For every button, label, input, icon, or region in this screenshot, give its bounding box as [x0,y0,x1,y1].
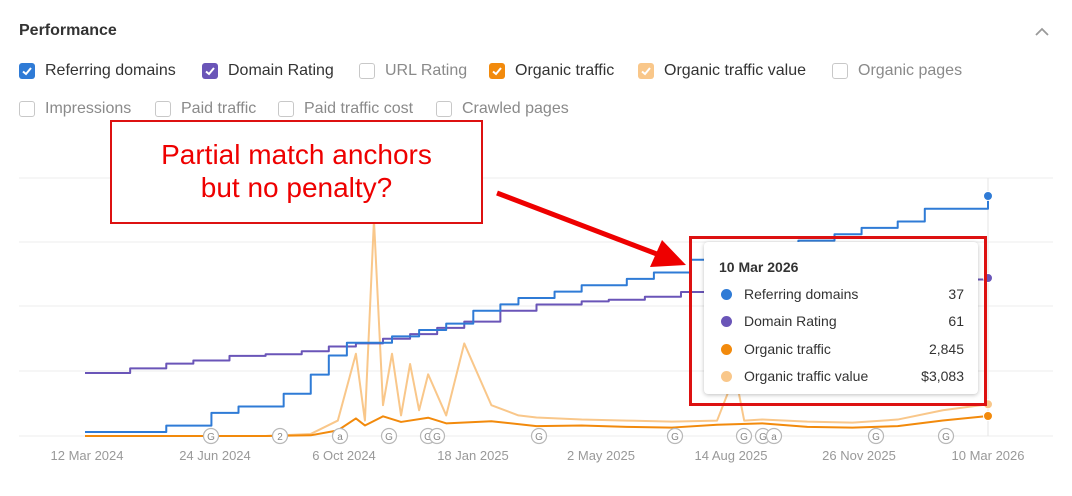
checkbox-label: Crawled pages [462,100,569,117]
event-marker-icon: G [380,427,398,445]
checkbox-impressions[interactable]: Impressions [19,100,131,118]
checkbox-label: Paid traffic [181,100,257,117]
tooltip-row-name: Domain Rating [744,313,837,329]
svg-text:a: a [771,432,777,443]
event-marker-icon: 2 [271,427,289,445]
x-tick-label: 26 Nov 2025 [822,448,896,463]
checkbox-paid-traffic[interactable]: Paid traffic [155,100,256,118]
checkbox-label: URL Rating [385,62,468,79]
checkbox-crawled-pages[interactable]: Crawled pages [436,100,569,118]
svg-text:G: G [872,432,880,443]
checkbox-organic-traffic[interactable]: Organic traffic [489,62,614,80]
tooltip-row: Domain Rating 61 [719,313,964,333]
checkbox-organic-traffic-value[interactable]: Organic traffic value [638,62,806,80]
series-endpoint [983,191,993,201]
checkbox-url-rating[interactable]: URL Rating [359,62,467,80]
series-dot-icon [721,289,732,300]
event-marker-icon: a [331,427,349,445]
event-marker-icon: G [428,427,446,445]
x-tick-label: 6 Oct 2024 [312,448,376,463]
checkbox-label: Organic pages [858,62,963,79]
checkbox-paid-traffic-cost[interactable]: Paid traffic cost [278,100,413,118]
svg-text:G: G [759,432,767,443]
svg-text:G: G [740,432,748,443]
tooltip-row-value: 2,845 [928,341,964,357]
annotation-line-1: Partial match anchors [161,139,432,170]
tooltip-row: Referring domains 37 [719,286,964,306]
event-marker-icon: G [202,427,220,445]
checkbox-label: Organic traffic value [664,62,806,79]
series-line-organic-traffic-value [85,219,989,437]
checkbox-unchecked-icon [832,63,848,79]
checkbox-domain-rating[interactable]: Domain Rating [202,62,334,80]
x-tick-label: 12 Mar 2024 [51,448,124,463]
svg-text:G: G [671,432,679,443]
tooltip-row-name: Organic traffic value [744,368,869,384]
svg-text:G: G [207,432,215,443]
checkbox-checked-icon [638,63,654,79]
x-tick-label: 14 Aug 2025 [694,448,767,463]
annotation-callout: Partial match anchors but no penalty? [110,120,483,224]
checkbox-checked-icon [19,63,35,79]
series-dot-icon [721,316,732,327]
panel-title: Performance [19,22,117,39]
checkbox-organic-pages[interactable]: Organic pages [832,62,962,80]
collapse-chevron-up-icon[interactable] [1032,22,1052,42]
tooltip-row-name: Referring domains [744,286,859,302]
svg-text:G: G [424,432,432,443]
checkbox-unchecked-icon [359,63,375,79]
svg-text:a: a [337,432,343,443]
svg-text:2: 2 [277,432,283,443]
svg-text:G: G [385,432,393,443]
event-marker-icon: G [867,427,885,445]
series-line-organic-traffic [85,415,989,437]
checkbox-label: Organic traffic [515,62,615,79]
checkbox-checked-icon [202,63,218,79]
tooltip-row: Organic traffic value $3,083 [719,368,964,388]
event-marker-icon: a [765,427,783,445]
svg-text:G: G [535,432,543,443]
chart-tooltip: 10 Mar 2026 Referring domains 37 Domain R… [704,242,978,394]
series-endpoint [983,411,993,421]
checkbox-label: Referring domains [45,62,176,79]
svg-text:G: G [942,432,950,443]
svg-text:G: G [433,432,441,443]
x-tick-label: 24 Jun 2024 [179,448,251,463]
checkbox-label: Paid traffic cost [304,100,414,117]
event-marker-icon: G [735,427,753,445]
x-tick-label: 2 May 2025 [567,448,635,463]
tooltip-row-value: 61 [948,313,964,329]
checkbox-checked-icon [489,63,505,79]
series-dot-icon [721,344,732,355]
checkbox-unchecked-icon [19,101,35,117]
tooltip-row: Organic traffic 2,845 [719,341,964,361]
annotation-line-2: but no penalty? [200,172,393,203]
checkbox-unchecked-icon [155,101,171,117]
event-marker-icon: G [937,427,955,445]
checkbox-unchecked-icon [436,101,452,117]
checkbox-unchecked-icon [278,101,294,117]
tooltip-row-name: Organic traffic [744,341,831,357]
event-marker-icon: G [530,427,548,445]
checkbox-label: Domain Rating [228,62,334,79]
x-tick-label: 10 Mar 2026 [952,448,1025,463]
event-marker-icon: G [666,427,684,445]
tooltip-highlight-frame [689,236,987,406]
tooltip-date: 10 Mar 2026 [719,259,799,275]
tooltip-row-value: 37 [948,286,964,302]
checkbox-referring-domains[interactable]: Referring domains [19,62,176,80]
checkbox-label: Impressions [45,100,132,117]
x-tick-label: 18 Jan 2025 [437,448,509,463]
tooltip-row-value: $3,083 [921,368,964,384]
series-dot-icon [721,371,732,382]
